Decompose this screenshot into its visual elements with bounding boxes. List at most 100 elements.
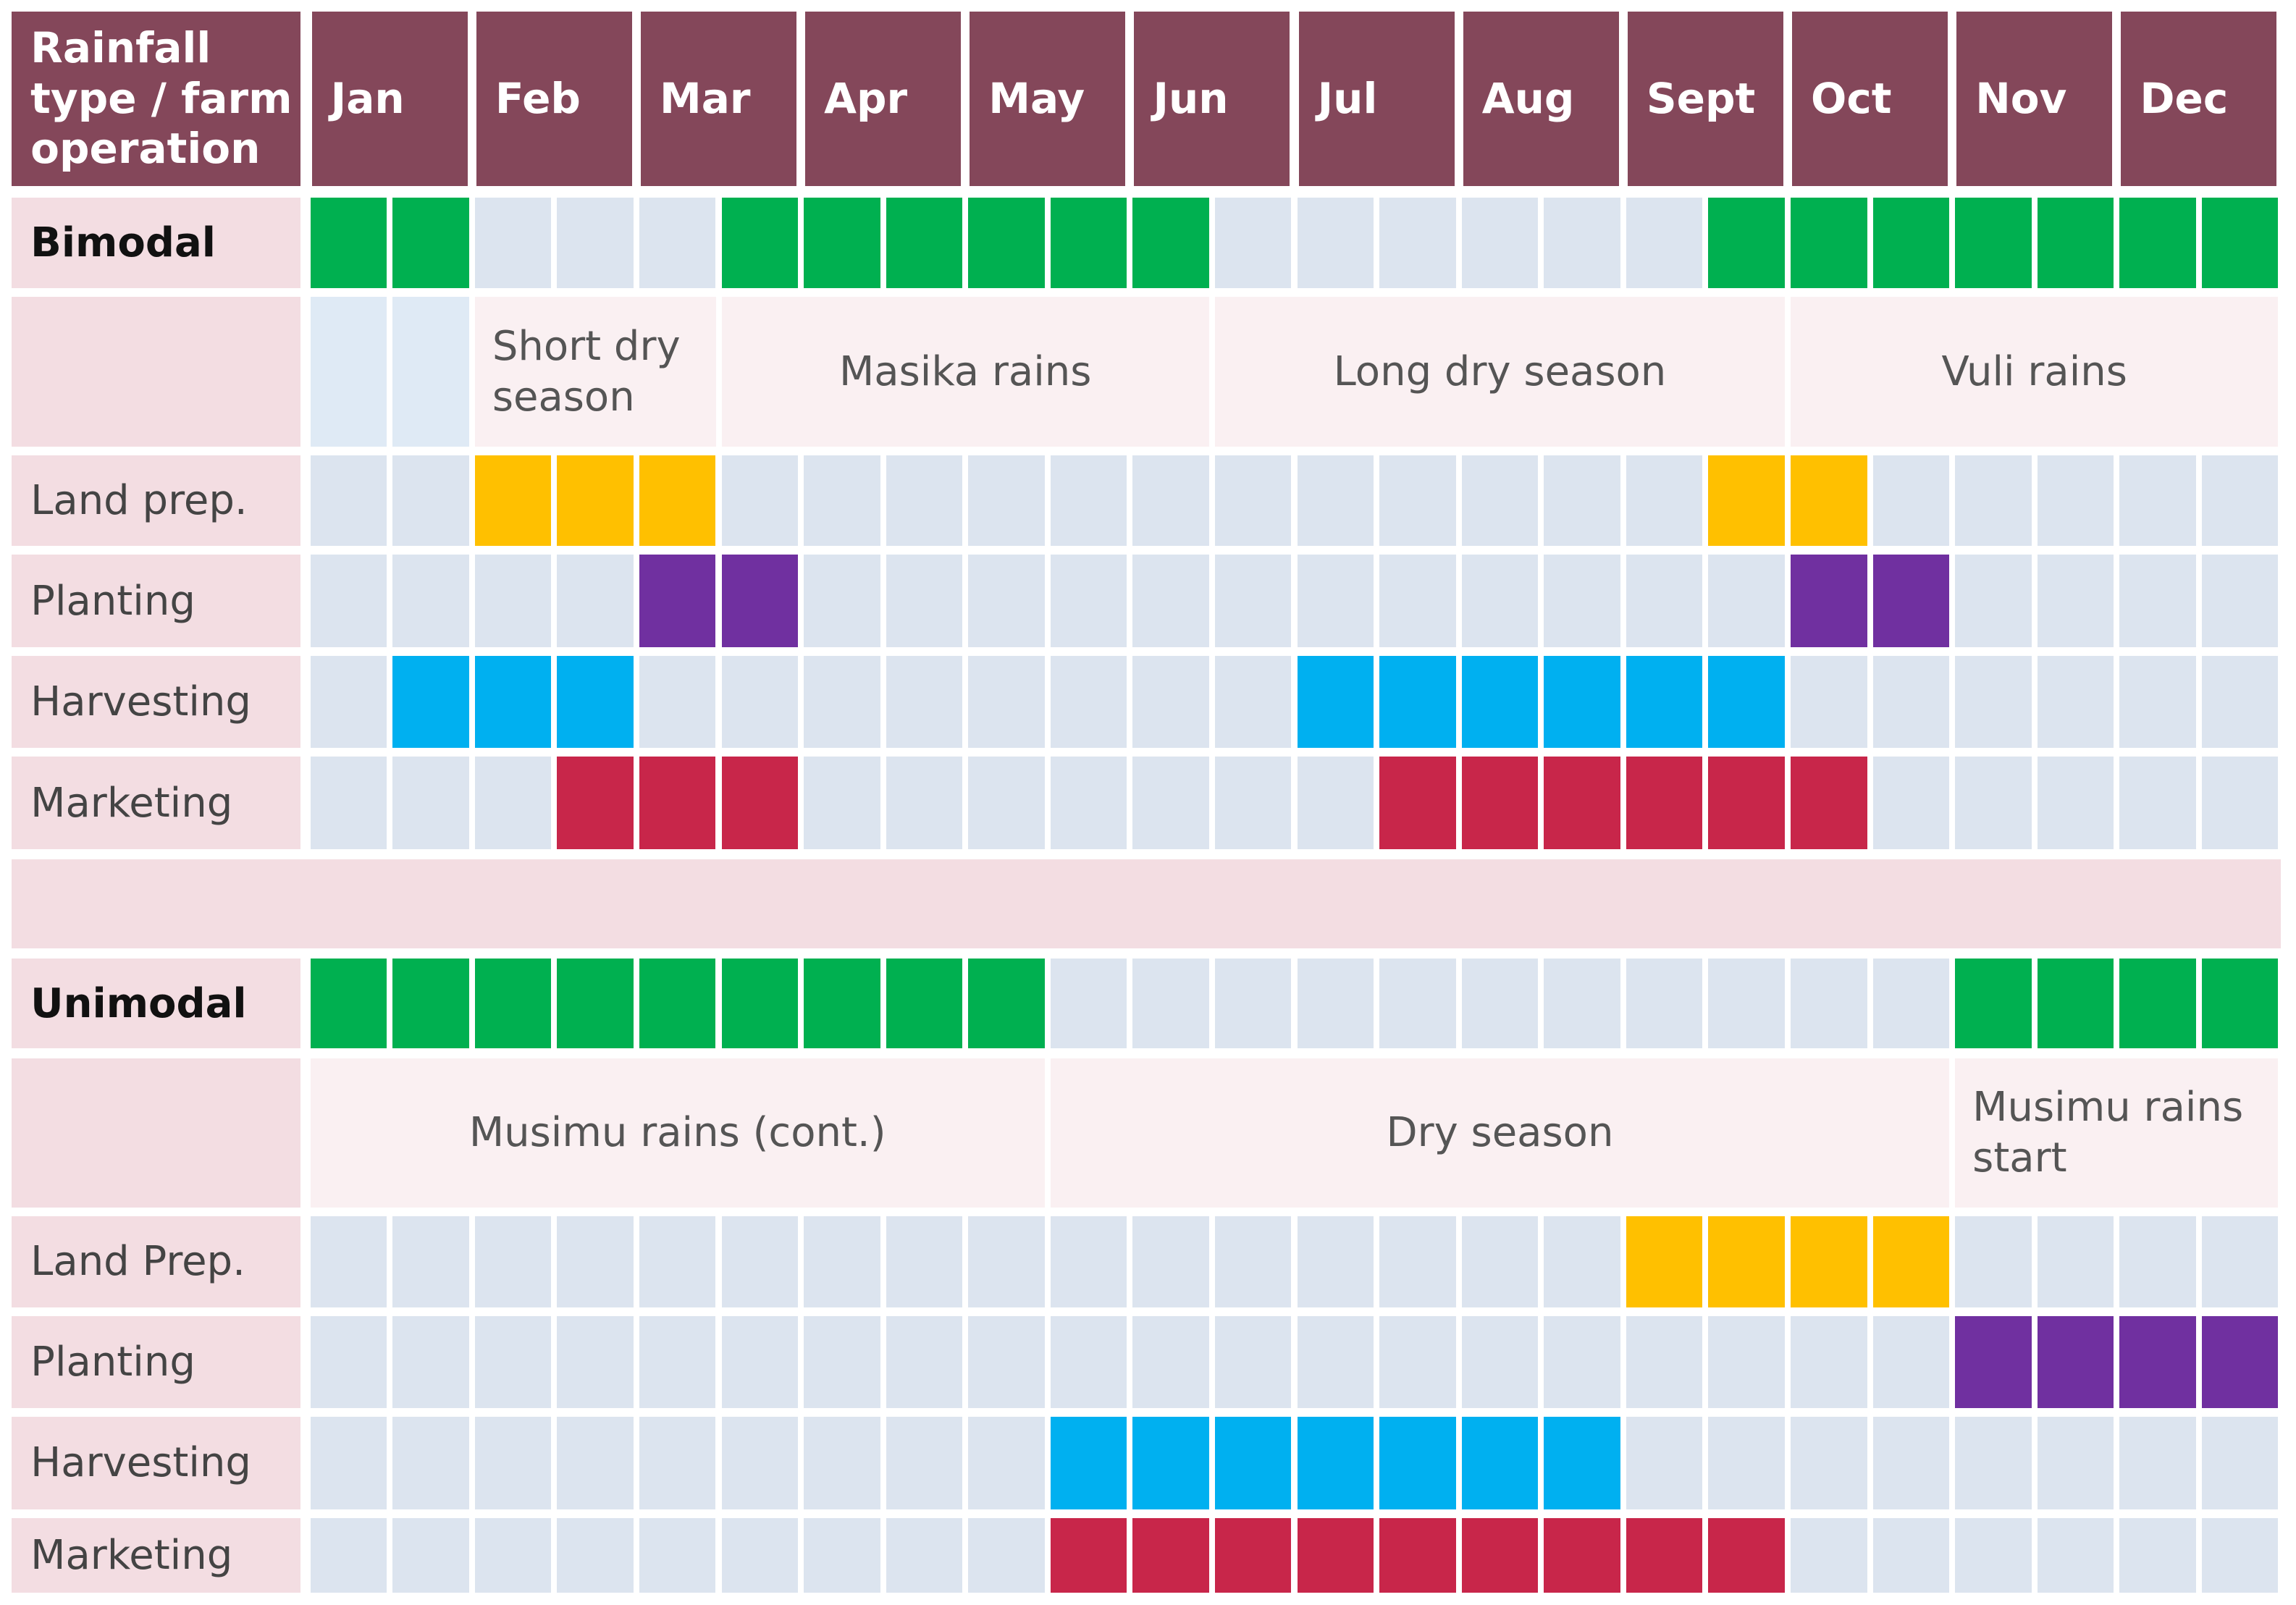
month-header: Nov xyxy=(1956,12,2113,186)
month-header: Dec xyxy=(2121,12,2277,186)
operation-cell xyxy=(2037,757,2114,849)
rain-cell xyxy=(1791,959,1867,1048)
operation-cell xyxy=(1955,1315,2032,1409)
operation-cell xyxy=(1708,1417,1785,1509)
operation-cell xyxy=(886,1315,963,1409)
operation-cell xyxy=(1461,757,1539,849)
operation-cell xyxy=(1461,455,1539,547)
operation-cell xyxy=(1379,757,1456,849)
rain-cell xyxy=(1050,959,1127,1048)
operation-cell xyxy=(1214,455,1292,547)
month-header: May xyxy=(970,12,1126,186)
operation-cell xyxy=(1872,455,1950,547)
operation-cell xyxy=(2119,1216,2196,1307)
operation-cell xyxy=(310,757,387,849)
month-header: Apr xyxy=(805,12,962,186)
operation-cell xyxy=(1791,655,1867,749)
operation-cell xyxy=(1461,1216,1539,1307)
group-label: Unimodal xyxy=(12,959,300,1048)
rain-cell xyxy=(721,197,799,289)
operation-cell xyxy=(1791,555,1867,647)
operation-cell xyxy=(392,1216,469,1307)
operation-cell xyxy=(639,1315,716,1409)
operation-cell xyxy=(968,655,1045,749)
month-header: Jan xyxy=(311,12,468,186)
operation-cell xyxy=(1297,1517,1374,1593)
operation-cell xyxy=(1708,455,1785,547)
operation-cell xyxy=(557,1315,634,1409)
operation-cell xyxy=(1214,1315,1292,1409)
operation-cell xyxy=(1955,1417,2032,1509)
operation-cell xyxy=(392,1517,469,1593)
operation-cell xyxy=(1708,1216,1785,1307)
operation-cell xyxy=(639,455,716,547)
operation-cell xyxy=(886,655,963,749)
operation-cell xyxy=(474,1315,552,1409)
operation-cell xyxy=(557,555,634,647)
rain-cell xyxy=(804,197,880,289)
operation-cell xyxy=(474,757,552,849)
rain-cell xyxy=(1791,197,1867,289)
rain-cell xyxy=(392,959,469,1048)
operation-cell xyxy=(804,655,880,749)
rain-cell xyxy=(2037,959,2114,1048)
rain-cell xyxy=(1955,959,2032,1048)
rain-cell xyxy=(2037,197,2114,289)
operation-cell xyxy=(1955,455,2032,547)
month-header: Oct xyxy=(1792,12,1948,186)
operation-cell xyxy=(2037,1417,2114,1509)
operation-cell xyxy=(968,1216,1045,1307)
operation-cell xyxy=(557,455,634,547)
rain-cell xyxy=(886,197,963,289)
rain-cell xyxy=(639,197,716,289)
operation-cell xyxy=(721,757,799,849)
operation-cell xyxy=(1626,1517,1703,1593)
operation-cell xyxy=(2119,1417,2196,1509)
operation-cell xyxy=(2119,757,2196,849)
rain-cell xyxy=(1708,959,1785,1048)
operation-cell xyxy=(1132,1517,1209,1593)
rain-cell xyxy=(1214,197,1292,289)
operation-cell xyxy=(2201,1517,2279,1593)
operation-cell xyxy=(1791,455,1867,547)
blank-cell xyxy=(392,297,469,447)
group-label: Bimodal xyxy=(12,197,300,289)
operation-cell xyxy=(557,655,634,749)
operation-cell xyxy=(804,1517,880,1593)
operation-cell xyxy=(804,757,880,849)
operation-cell xyxy=(804,1216,880,1307)
operation-cell xyxy=(1708,757,1785,849)
operation-cell xyxy=(1955,757,2032,849)
operation-cell xyxy=(2119,655,2196,749)
operation-cell xyxy=(2119,1517,2196,1593)
operation-cell xyxy=(2201,655,2279,749)
operation-cell xyxy=(392,1315,469,1409)
rain-cell xyxy=(392,197,469,289)
rain-cell xyxy=(1708,197,1785,289)
operation-cell xyxy=(2201,555,2279,647)
operation-cell xyxy=(1050,555,1127,647)
operation-cell xyxy=(1132,1216,1209,1307)
operation-cell xyxy=(1872,655,1950,749)
operation-cell xyxy=(1132,1315,1209,1409)
operation-cell xyxy=(557,757,634,849)
rain-cell xyxy=(1544,197,1620,289)
operation-cell xyxy=(1626,455,1703,547)
operation-cell xyxy=(1132,655,1209,749)
rain-cell xyxy=(2201,959,2279,1048)
rain-cell xyxy=(1626,197,1703,289)
operation-cell xyxy=(721,555,799,647)
rain-cell xyxy=(310,959,387,1048)
operation-cell xyxy=(2201,1315,2279,1409)
operation-cell xyxy=(1379,555,1456,647)
operation-cell xyxy=(1626,655,1703,749)
rain-cell xyxy=(1461,959,1539,1048)
operation-cell xyxy=(1461,1517,1539,1593)
operation-cell xyxy=(310,1417,387,1509)
operation-cell xyxy=(1050,1216,1127,1307)
operation-cell xyxy=(1461,555,1539,647)
operation-cell xyxy=(474,1517,552,1593)
season-label: Short dry season xyxy=(474,297,716,447)
operation-cell xyxy=(310,1517,387,1593)
operation-cell xyxy=(2037,1517,2114,1593)
